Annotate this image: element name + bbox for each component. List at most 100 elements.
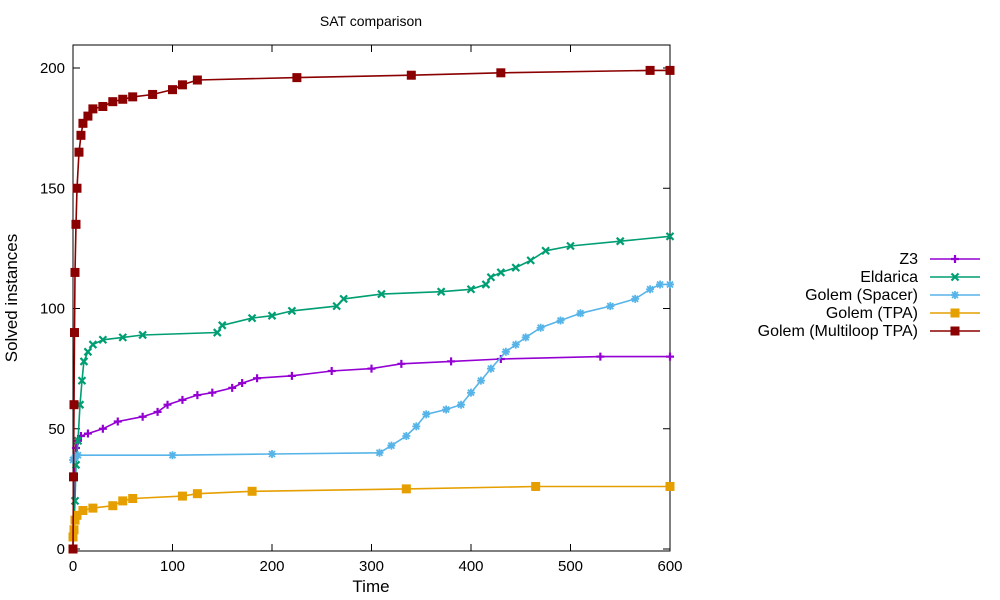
- data-point: [407, 71, 415, 79]
- data-point: [522, 333, 530, 341]
- data-point: [532, 482, 540, 490]
- data-point: [402, 432, 410, 440]
- legend-label: Golem (Spacer): [805, 287, 918, 304]
- data-point: [69, 545, 77, 553]
- legend-item: Golem (Spacer): [805, 287, 980, 304]
- y-axis-label: Solved instances: [2, 234, 21, 363]
- data-point: [646, 66, 654, 74]
- data-point: [84, 430, 92, 438]
- data-point: [656, 280, 664, 288]
- data-point: [487, 274, 494, 281]
- y-tick-label: 150: [40, 180, 65, 197]
- data-point: [238, 379, 246, 387]
- data-point: [537, 324, 545, 332]
- data-point: [253, 374, 261, 382]
- data-point: [512, 341, 520, 349]
- x-tick-label: 200: [259, 558, 284, 575]
- series-golem-tpa: [69, 482, 674, 541]
- plot-frame: [73, 45, 670, 551]
- data-point: [129, 93, 137, 101]
- data-point: [77, 131, 85, 139]
- data-point: [193, 76, 201, 84]
- data-point: [89, 341, 96, 348]
- data-point: [442, 406, 450, 414]
- data-point: [99, 102, 107, 110]
- data-point: [129, 494, 137, 502]
- data-point: [119, 497, 127, 505]
- data-point: [457, 401, 465, 409]
- legend-marker: [951, 327, 959, 335]
- data-point: [114, 418, 122, 426]
- x-tick-label: 500: [558, 558, 583, 575]
- legend-marker: [951, 309, 959, 317]
- data-point: [666, 353, 674, 361]
- data-point: [79, 507, 87, 515]
- data-point: [646, 285, 654, 293]
- data-point: [178, 81, 186, 89]
- data-point: [412, 422, 420, 430]
- y-tick-label: 50: [48, 421, 65, 438]
- data-point: [666, 66, 674, 74]
- data-point: [84, 348, 91, 355]
- data-point: [70, 329, 78, 337]
- legend-item: Golem (TPA): [826, 305, 980, 322]
- data-point: [73, 184, 81, 192]
- data-point: [69, 473, 77, 481]
- data-point: [328, 367, 336, 375]
- data-point: [109, 502, 117, 510]
- data-point: [375, 449, 383, 457]
- data-point: [71, 268, 79, 276]
- x-tick-label: 0: [69, 558, 77, 575]
- data-point: [70, 401, 78, 409]
- data-point: [502, 348, 510, 356]
- data-point: [193, 391, 201, 399]
- series-golem-multiloop-tpa: [69, 66, 674, 553]
- data-point: [99, 425, 107, 433]
- data-point: [368, 365, 376, 373]
- data-point: [477, 377, 485, 385]
- legend-marker: [951, 291, 959, 299]
- legend-label: Golem (Multiloop TPA): [758, 323, 918, 340]
- data-point: [72, 220, 80, 228]
- data-point: [70, 526, 78, 534]
- legend-item: Eldarica: [860, 269, 980, 286]
- data-point: [402, 485, 410, 493]
- x-tick-label: 600: [657, 558, 682, 575]
- data-point: [422, 410, 430, 418]
- data-point: [208, 389, 216, 397]
- data-point: [497, 69, 505, 77]
- data-point: [109, 98, 117, 106]
- data-point: [666, 280, 674, 288]
- data-point: [606, 302, 614, 310]
- data-point: [397, 360, 405, 368]
- data-point: [387, 442, 395, 450]
- legend-item: Golem (Multiloop TPA): [758, 323, 980, 340]
- data-point: [139, 413, 147, 421]
- series-line: [73, 236, 670, 549]
- data-point: [74, 451, 82, 459]
- data-point: [169, 86, 177, 94]
- data-point: [178, 396, 186, 404]
- legend-label: Eldarica: [860, 269, 918, 286]
- data-point: [487, 365, 495, 373]
- legend-label: Z3: [899, 251, 918, 268]
- legend-label: Golem (TPA): [826, 305, 918, 322]
- data-point: [527, 257, 534, 264]
- y-tick-label: 0: [57, 541, 65, 558]
- data-point: [447, 357, 455, 365]
- data-point: [557, 317, 565, 325]
- data-point: [248, 487, 256, 495]
- data-point: [228, 384, 236, 392]
- data-point: [268, 450, 276, 458]
- data-point: [288, 372, 296, 380]
- data-point: [596, 353, 604, 361]
- x-tick-label: 400: [458, 558, 483, 575]
- legend-item: Z3: [899, 251, 980, 268]
- data-point: [75, 148, 83, 156]
- data-point: [89, 504, 97, 512]
- data-point: [178, 492, 186, 500]
- data-point: [149, 90, 157, 98]
- legend-marker: [951, 255, 959, 263]
